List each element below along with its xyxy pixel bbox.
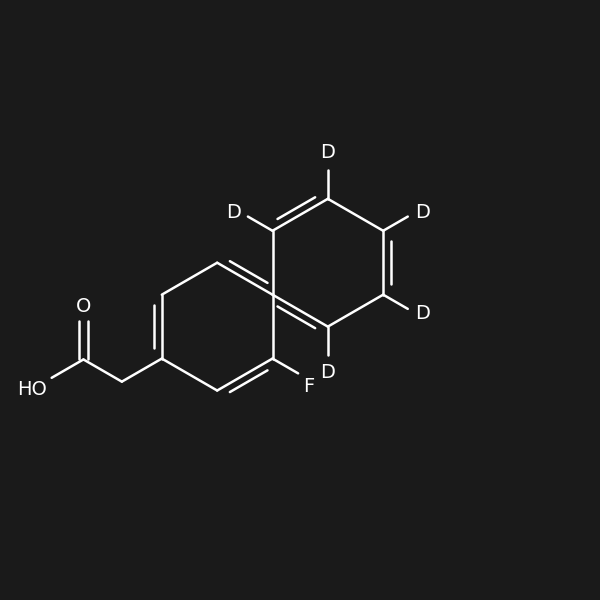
- Text: D: D: [226, 203, 241, 222]
- Text: D: D: [320, 143, 335, 162]
- Text: O: O: [76, 297, 91, 316]
- Text: D: D: [320, 364, 335, 382]
- Text: D: D: [415, 203, 430, 222]
- Text: D: D: [415, 304, 430, 323]
- Text: F: F: [303, 377, 314, 396]
- Text: HO: HO: [17, 380, 47, 399]
